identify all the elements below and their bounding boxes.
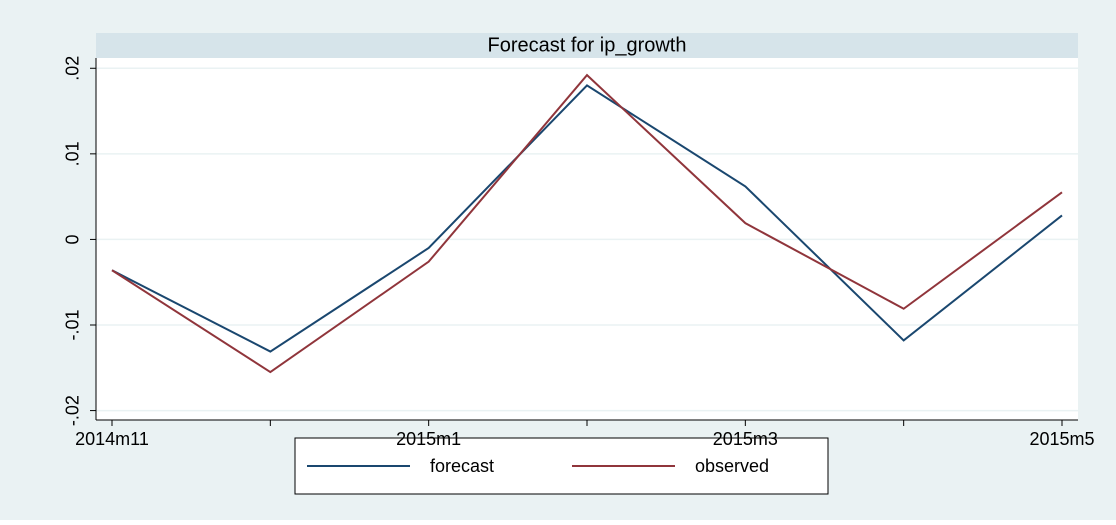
chart-title: Forecast for ip_growth <box>488 34 687 56</box>
title-band <box>96 33 1078 58</box>
series-line <box>111 84 1063 353</box>
x-tick-label: 2015m5 <box>1029 429 1094 449</box>
x-tick-label: 2015m1 <box>396 429 461 449</box>
x-tick-label: 2014m11 <box>75 429 149 449</box>
y-tick-label: .01 <box>63 141 83 166</box>
series-line <box>111 73 1063 374</box>
y-tick-label: 0 <box>63 234 83 244</box>
legend-label: observed <box>695 456 769 476</box>
y-tick-label: -.02 <box>63 395 83 426</box>
x-tick-label: 2015m3 <box>713 429 778 449</box>
y-tick-label: -.01 <box>63 309 83 340</box>
y-tick-label: .02 <box>63 56 83 81</box>
legend-label: forecast <box>430 456 494 476</box>
